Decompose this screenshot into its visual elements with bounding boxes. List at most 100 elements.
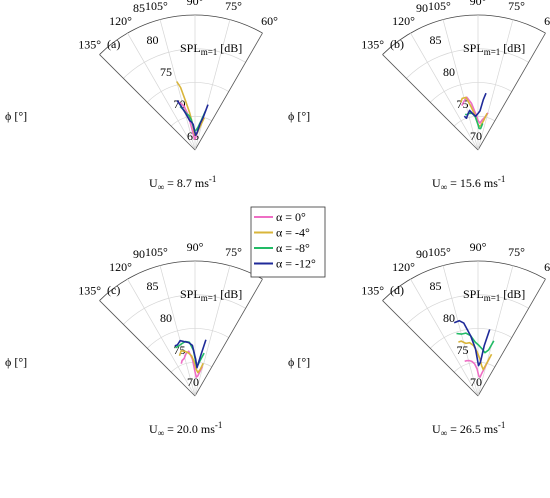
freestream-speed: U∞ = 15.6 ms-1 [432,174,505,192]
r-gridline [453,115,496,127]
spl-unit: [dB] [500,41,525,55]
r-tick-label: 75 [457,343,469,357]
spl-label: SPL [180,41,201,55]
theta-gridline [382,54,479,151]
series-line [453,319,491,367]
theta-gridline [159,265,196,397]
legend-box [250,206,326,278]
r-gridline [406,294,529,325]
phi-axis-label: ϕ [°] [5,109,27,123]
freestream-speed: U∞ = 20.0 ms-1 [149,420,222,438]
r-tick-label: 80 [160,311,172,325]
series-line [463,92,487,120]
uinf-symbol: U [432,176,441,190]
panel-label: (b) [390,37,404,51]
theta-tick-label: 90° [470,240,487,254]
r-gridline [382,14,546,55]
polar-panel: 60°75°90°105°120°135°9085807570(b)SPLm=1… [288,0,550,192]
spl-axis-label: SPLm=1 [dB] [180,41,242,57]
uinf-symbol: U [432,422,441,436]
r-gridline [99,260,263,301]
polar-panel: 60°75°90°105°120°135°9085807570(c)SPLm=1… [5,240,278,438]
theta-gridline [410,32,479,151]
theta-tick-label: 60° [544,260,550,274]
r-tick-label: 80 [443,65,455,79]
uinf-symbol: U [149,422,158,436]
spl-axis-label: SPLm=1 [dB] [463,41,525,57]
speed-value: = 15.6 ms [447,176,498,190]
theta-gridline [477,19,514,151]
speed-exp: -1 [209,174,217,184]
theta-tick-label: 120° [109,260,132,274]
speed-value: = 8.7 ms [164,176,209,190]
speed-value: = 20.0 ms [164,422,215,436]
theta-gridline [159,19,196,151]
spl-label: SPL [180,287,201,301]
r-gridline [147,82,229,103]
r-tick-label: 70 [187,375,199,389]
spl-label: SPL [463,41,484,55]
legend-label: α = -4° [276,226,310,240]
theta-tick-label: 75° [508,245,525,259]
uinf-sub: ∞ [441,182,447,192]
theta-tick-label: 120° [392,14,415,28]
speed-exp: -1 [498,420,506,430]
r-gridline [430,328,512,349]
phi-axis-label: ϕ [°] [288,355,310,369]
theta-tick-label: 120° [392,260,415,274]
series-line [456,332,495,354]
panel-label: (c) [107,283,120,297]
series-line [178,350,204,374]
panel-label: (d) [390,283,404,297]
phi-axis-label: ϕ [°] [288,109,310,123]
r-tick-label: 75 [160,65,172,79]
r-gridline [406,48,529,79]
r-gridline [382,260,546,301]
theta-gridline [442,19,479,151]
series-line [174,339,207,369]
r-tick-label: 70 [470,129,482,143]
theta-tick-label: 135° [361,284,384,298]
uinf-sub: ∞ [441,428,447,438]
spl-sub: m=1 [201,293,218,303]
theta-tick-label: 90° [187,240,204,254]
theta-tick-label: 75° [225,0,242,13]
panel-label: (a) [107,37,120,51]
spl-unit: [dB] [500,287,525,301]
r-gridline [170,361,213,373]
theta-gridline [477,265,514,397]
r-tick-label: 85 [147,279,159,293]
freestream-speed: U∞ = 26.5 ms-1 [432,420,505,438]
series-line [176,100,209,136]
speed-exp: -1 [498,174,506,184]
theta-gridline [99,300,196,397]
theta-tick-label: 90° [470,0,487,8]
spl-sub: m=1 [201,47,218,57]
spl-sub: m=1 [484,47,501,57]
theta-tick-label: 75° [225,245,242,259]
r-gridline [99,14,263,55]
theta-tick-label: 105° [145,0,168,13]
r-gridline [430,82,512,103]
r-tick-label: 85 [430,33,442,47]
speed-value: = 26.5 ms [447,422,498,436]
spl-axis-label: SPLm=1 [dB] [180,287,242,303]
uinf-sub: ∞ [158,182,164,192]
uinf-sub: ∞ [158,428,164,438]
theta-gridline [127,32,196,151]
theta-gridline [442,265,479,397]
theta-gridline [410,278,479,397]
r-tick-label: 90 [416,1,428,15]
theta-tick-label: 105° [428,0,451,13]
series-line [464,356,491,378]
polar-panel: 60° 75° 90° 105° 120° 135° 90 85 80 75 70 (d) SPLm=1… [288,240,550,438]
uinf-symbol: U [149,176,158,190]
legend-label: α = -8° [276,241,310,255]
r-tick-label: 80 [443,311,455,325]
speed-exp: -1 [215,420,223,430]
freestream-speed: U∞ = 8.7 ms-1 [149,174,216,192]
r-tick-label: 90 [133,247,145,261]
theta-tick-label: 135° [78,284,101,298]
